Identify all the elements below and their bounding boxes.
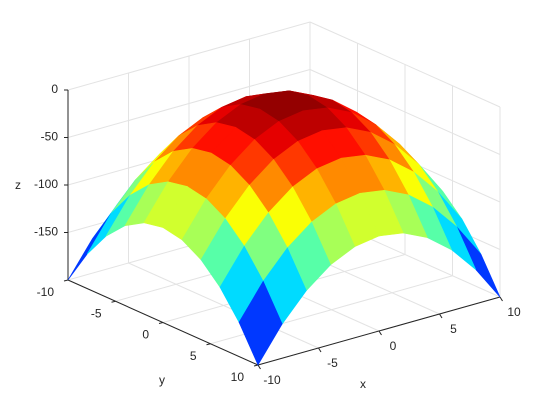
y-tick	[206, 343, 211, 346]
grid-line	[309, 21, 501, 108]
y-tick-label: 10	[231, 370, 245, 384]
y-tick-label: -10	[37, 285, 55, 299]
z-tick-label: -50	[41, 130, 59, 144]
x-tick-label: 0	[390, 339, 397, 353]
x-tick-label: -10	[263, 373, 281, 387]
y-tick	[253, 364, 259, 367]
x-tick	[499, 296, 503, 302]
grid-line	[67, 69, 311, 138]
x-tick	[439, 313, 443, 319]
y-tick-label: -5	[91, 306, 102, 320]
x-tick-label: -5	[327, 356, 338, 370]
x-tick	[318, 347, 322, 353]
y-tick	[63, 279, 69, 282]
surface-patch	[456, 226, 501, 298]
x-tick-label: 5	[450, 322, 457, 336]
z-tick-label: 0	[51, 82, 58, 96]
x-tick	[378, 330, 382, 336]
grid-line	[67, 21, 311, 91]
x-tick	[257, 364, 261, 370]
y-tick-label: 0	[142, 328, 149, 342]
y-tick	[111, 300, 116, 303]
x-axis-label: x	[360, 377, 366, 391]
z-tick-label: -100	[34, 177, 58, 191]
z-axis-label: z	[15, 178, 21, 192]
y-axis-label: y	[159, 373, 165, 387]
x-tick-label: 10	[507, 305, 521, 319]
grid-line	[309, 69, 501, 155]
y-tick-label: 5	[190, 349, 197, 363]
y-tick	[158, 322, 164, 324]
surface-patch	[238, 280, 283, 366]
z-tick-label: -150	[34, 225, 58, 239]
